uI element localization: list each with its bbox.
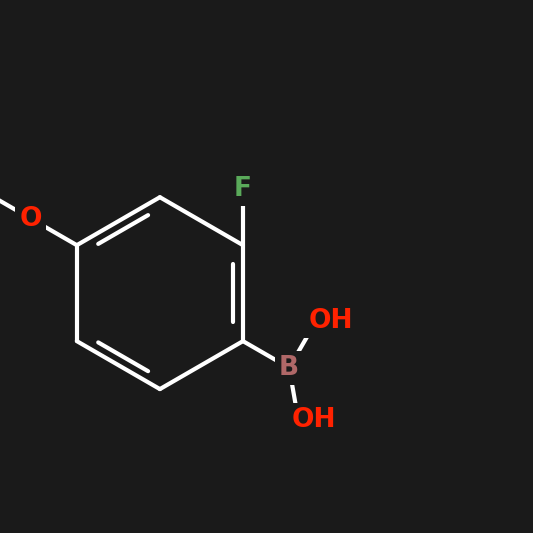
Text: B: B	[279, 355, 299, 381]
Text: O: O	[19, 206, 42, 231]
Text: OH: OH	[308, 308, 353, 334]
Text: OH: OH	[292, 407, 336, 433]
Text: F: F	[234, 176, 252, 202]
